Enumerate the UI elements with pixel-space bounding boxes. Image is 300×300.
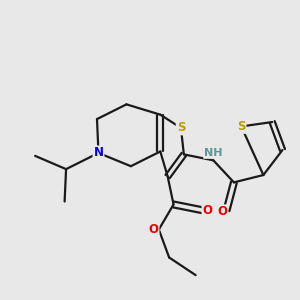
Text: O: O bbox=[148, 223, 158, 236]
Text: S: S bbox=[237, 120, 245, 133]
Text: NH: NH bbox=[204, 148, 223, 158]
Text: O: O bbox=[202, 204, 212, 217]
Text: O: O bbox=[217, 205, 227, 218]
Text: S: S bbox=[177, 122, 185, 134]
Text: N: N bbox=[94, 146, 103, 159]
